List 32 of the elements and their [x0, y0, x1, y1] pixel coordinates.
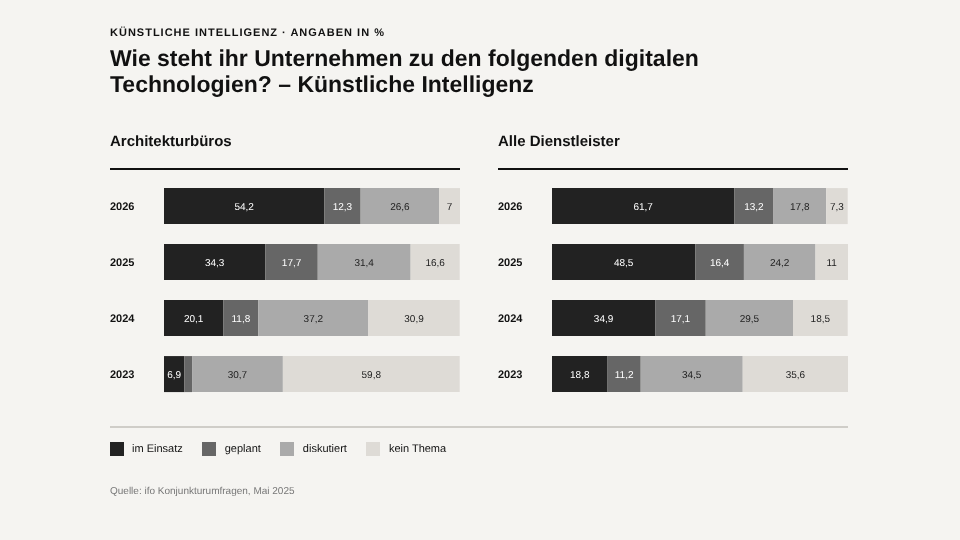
- bar: [655, 300, 706, 337]
- bar: [640, 356, 743, 393]
- bar: [223, 300, 259, 337]
- bar: [368, 300, 460, 337]
- bar: [695, 244, 744, 281]
- bar: [360, 188, 440, 225]
- bar: [164, 244, 266, 281]
- bar: [607, 356, 641, 393]
- bar: [734, 188, 774, 225]
- bar: [184, 356, 193, 393]
- bar: [793, 300, 848, 337]
- bar: [192, 356, 283, 393]
- bar: [439, 188, 460, 225]
- bar: [742, 356, 848, 393]
- bar: [552, 300, 656, 337]
- bar: [705, 300, 793, 337]
- bar: [317, 244, 411, 281]
- bar: [164, 188, 325, 225]
- bar: [324, 188, 361, 225]
- bar: [164, 300, 224, 337]
- bar: [552, 356, 608, 393]
- bar: [410, 244, 460, 281]
- text: Wie steht ihr Unternehmen zu den folgenden digitalen Technologien? – Künstliche Intelligenz: [110, 48, 701, 100]
- bar: [773, 188, 827, 225]
- bar: [265, 244, 318, 281]
- bar: [552, 244, 696, 281]
- bar: [282, 356, 460, 393]
- bar: [258, 300, 369, 337]
- bar: [815, 244, 848, 281]
- bar: [743, 244, 816, 281]
- bar: [826, 188, 848, 225]
- bar: [552, 188, 735, 225]
